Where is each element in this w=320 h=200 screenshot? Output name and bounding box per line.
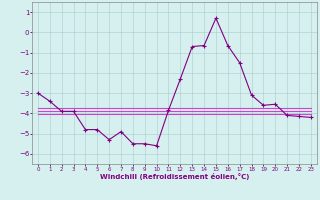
X-axis label: Windchill (Refroidissement éolien,°C): Windchill (Refroidissement éolien,°C) [100,173,249,180]
